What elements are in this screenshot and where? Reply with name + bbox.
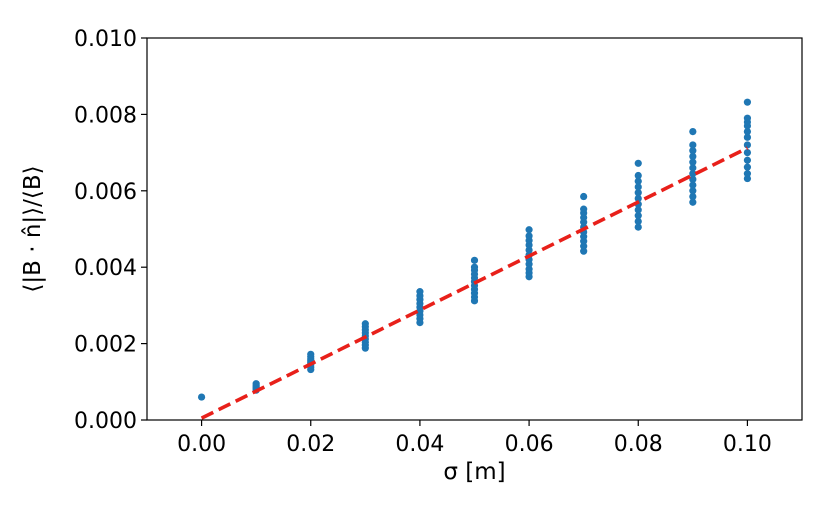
data-point [361, 320, 369, 328]
data-point [197, 393, 206, 401]
x-tick-label: 0.00 [177, 432, 226, 457]
data-point [743, 133, 752, 141]
data-point [743, 170, 752, 178]
data-point [525, 246, 533, 254]
data-point [689, 147, 697, 155]
data-point [416, 288, 424, 296]
y-tick-label: 0.006 [74, 180, 137, 205]
data-point [689, 187, 697, 195]
data-point [634, 189, 642, 197]
data-point [743, 156, 752, 164]
data-point [689, 181, 697, 189]
data-point [580, 205, 588, 213]
data-point [634, 206, 642, 214]
data-point [580, 192, 588, 201]
y-axis-ticks: 0.000 0.002 0.004 0.006 0.008 0.010 [74, 27, 147, 434]
x-tick-label: 0.02 [286, 432, 335, 457]
y-axis-label: ⟨|B · n̂|⟩/⟨B⟩ [20, 165, 46, 292]
data-point [580, 247, 588, 255]
y-tick-label: 0.004 [74, 256, 137, 281]
data-point [743, 141, 752, 149]
data-point [525, 232, 533, 240]
data-point [689, 158, 697, 166]
data-point [634, 212, 642, 220]
plot-frame [146, 37, 803, 421]
y-tick-label: 0.008 [74, 103, 137, 128]
data-point [689, 164, 697, 172]
data-point [634, 177, 642, 185]
fit-line-layer [200, 146, 749, 420]
data-point [689, 192, 697, 201]
x-tick-label: 0.10 [723, 432, 772, 457]
y-tick-label: 0.002 [74, 333, 137, 358]
x-tick-label: 0.06 [505, 432, 554, 457]
fit-line [200, 146, 749, 420]
data-point [689, 175, 697, 183]
data-point [307, 350, 315, 358]
data-point [743, 114, 752, 122]
data-point [634, 223, 642, 231]
x-axis-label: σ [m] [443, 459, 505, 485]
data-point [689, 170, 697, 178]
x-tick-label: 0.04 [395, 432, 444, 457]
data-points [197, 98, 752, 401]
data-point [743, 163, 752, 171]
data-point [689, 198, 697, 206]
data-point [689, 127, 697, 136]
y-tick-label: 0.000 [74, 409, 137, 434]
data-point [689, 141, 697, 149]
data-point [470, 263, 479, 271]
data-point [743, 127, 752, 136]
data-point [634, 183, 642, 191]
data-point [525, 226, 533, 234]
y-tick-label: 0.010 [74, 27, 137, 52]
data-point [525, 265, 533, 273]
data-point [634, 194, 642, 203]
data-point [634, 217, 642, 225]
data-point [470, 256, 479, 264]
data-point [689, 152, 697, 161]
data-point [580, 242, 588, 250]
x-axis-ticks: 0.00 0.02 0.04 0.06 0.08 0.10 [177, 420, 772, 457]
data-point [252, 380, 260, 388]
data-point [634, 159, 642, 167]
data-point [743, 174, 752, 183]
data-point [743, 98, 752, 106]
data-point [634, 171, 642, 180]
data-point [743, 149, 752, 157]
x-tick-label: 0.08 [614, 432, 663, 457]
